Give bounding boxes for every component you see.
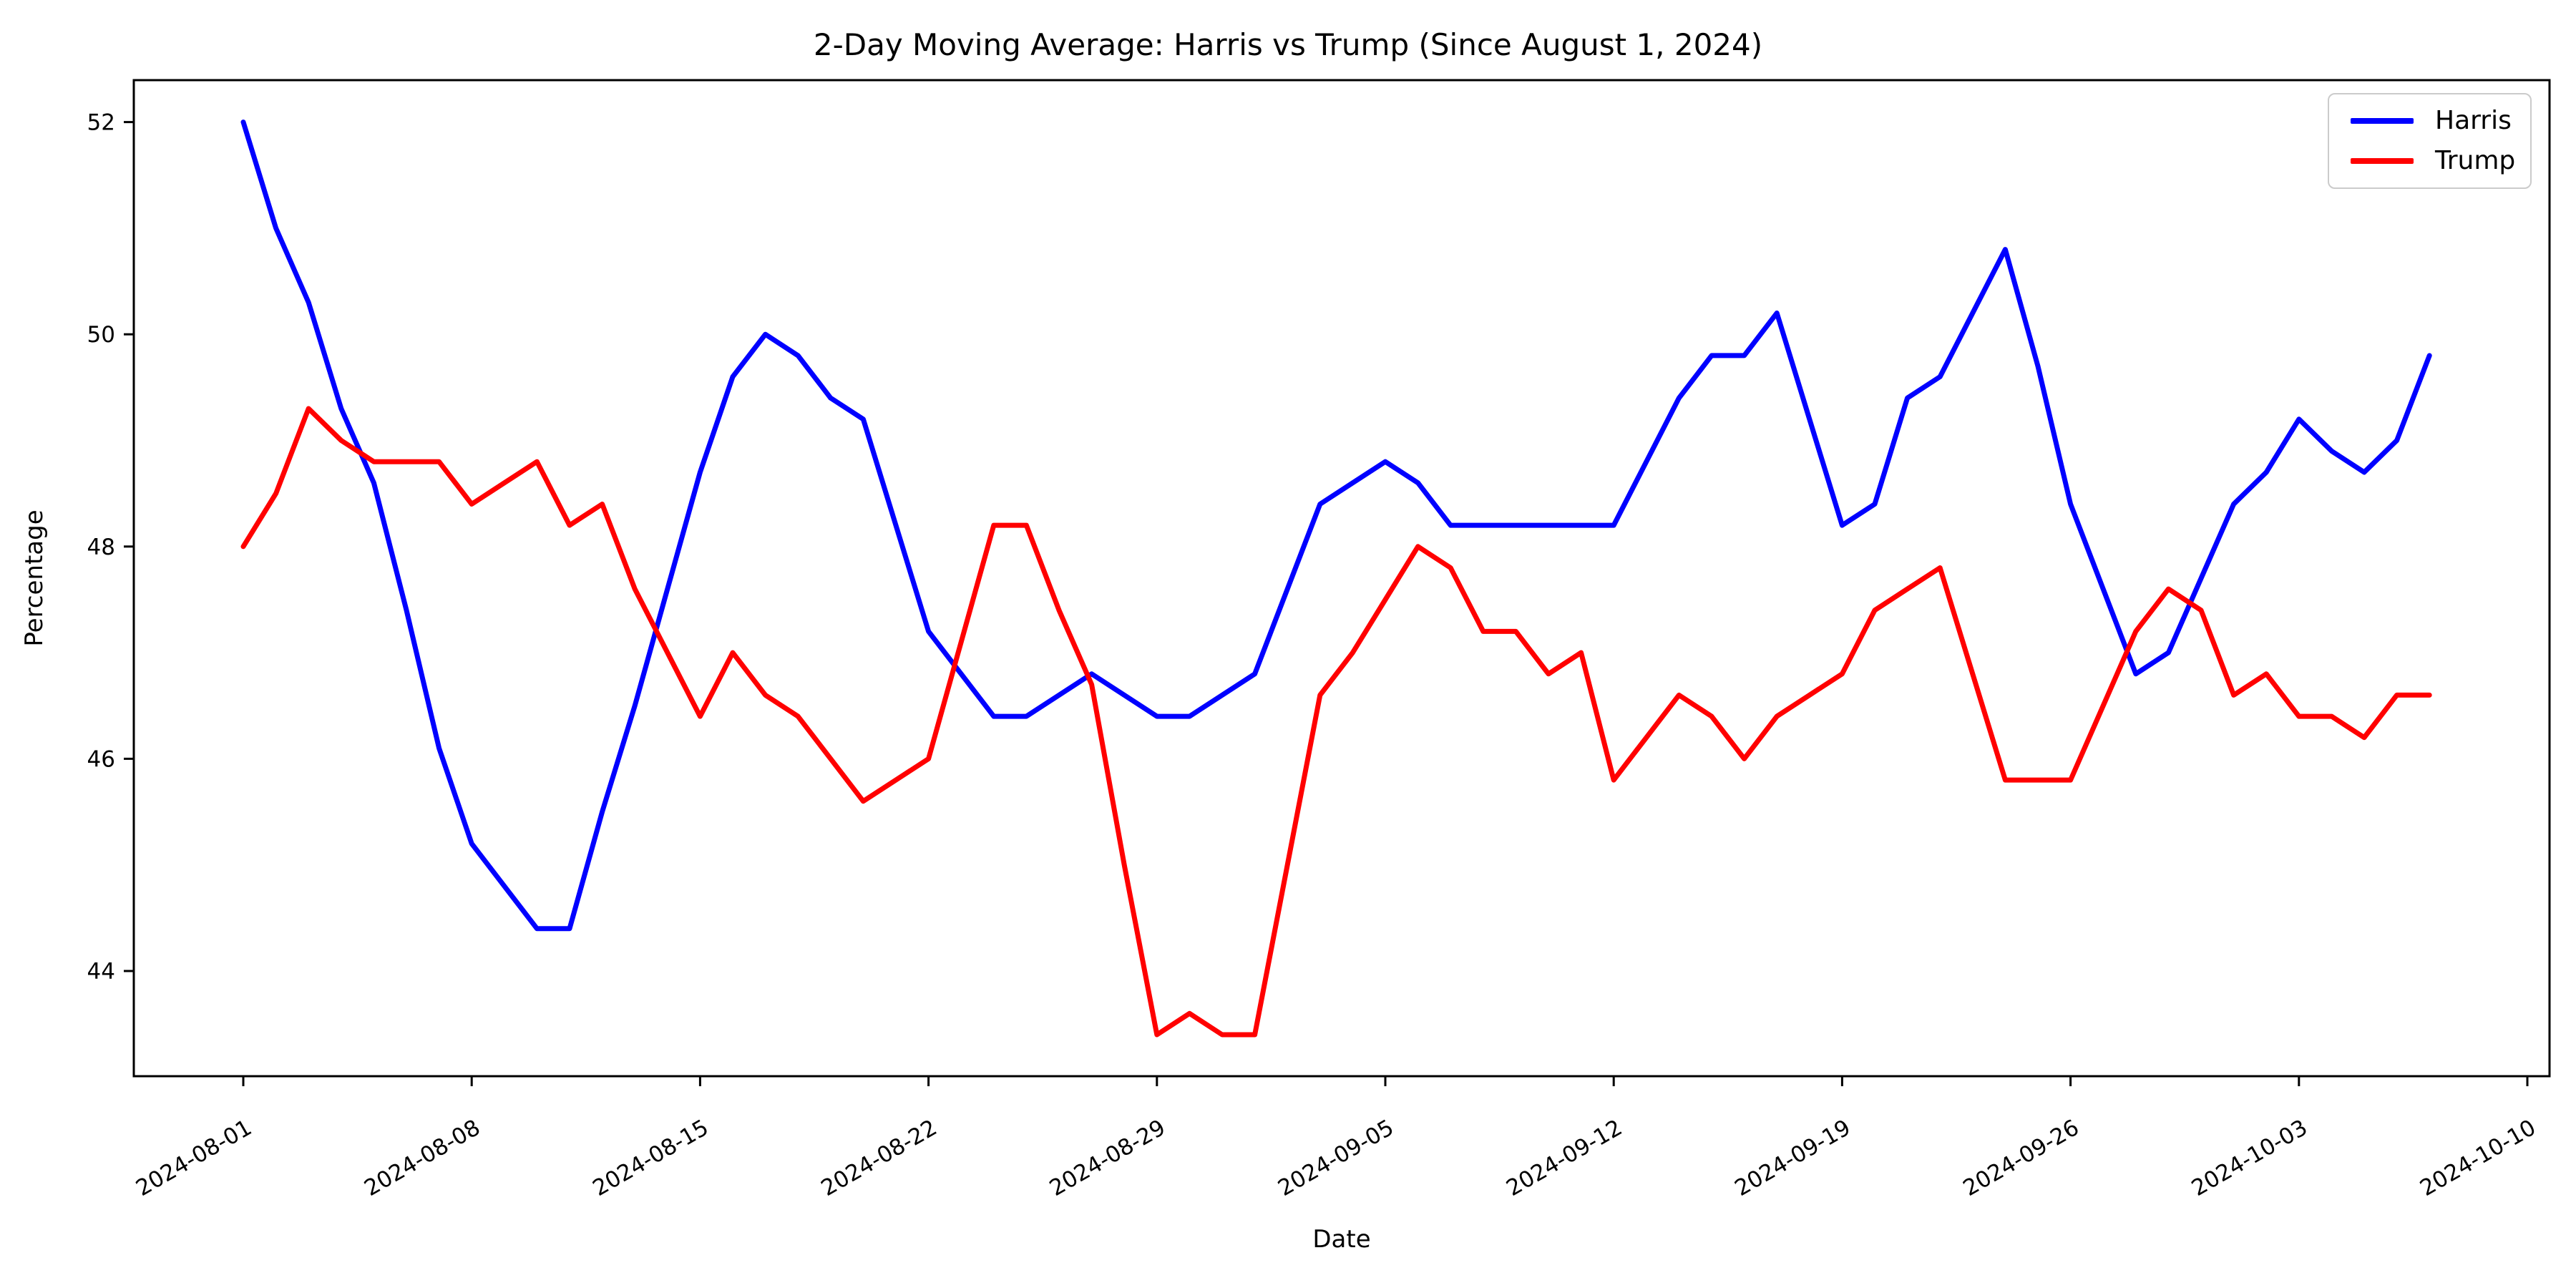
trump-line-swatch: [2351, 157, 2414, 164]
x-tick-label: 2024-08-29: [1045, 1115, 1170, 1201]
plot-area: [132, 79, 2551, 1078]
legend-label-trump: Trump: [2435, 145, 2516, 175]
x-tick-label: 2024-09-05: [1274, 1115, 1398, 1201]
x-axis-label: Date: [1312, 1225, 1371, 1254]
y-tick-label: 48: [87, 535, 115, 560]
y-tick-label: 50: [87, 322, 115, 348]
x-tick-label: 2024-09-19: [1730, 1115, 1855, 1201]
y-axis-label: Percentage: [20, 509, 49, 647]
x-tick-label: 2024-08-15: [588, 1115, 713, 1201]
legend-item-harris: Harris: [2351, 108, 2530, 134]
x-tick-label: 2024-10-03: [2187, 1115, 2312, 1201]
x-tick-label: 2024-08-08: [360, 1115, 484, 1201]
x-tick-label: 2024-10-10: [2416, 1115, 2540, 1201]
y-tick-label: 46: [87, 746, 115, 772]
trump-line: [240, 406, 2432, 1038]
x-tick-label: 2024-09-12: [1502, 1115, 1626, 1201]
legend: Harris Trump: [2328, 93, 2532, 189]
harris-line-swatch: [2351, 118, 2414, 125]
x-tick-label: 2024-09-26: [1959, 1115, 2084, 1201]
x-tick-label: 2024-08-01: [132, 1115, 256, 1201]
legend-item-trump: Trump: [2351, 145, 2530, 175]
y-tick-label: 44: [87, 959, 115, 985]
x-tick-label: 2024-08-22: [817, 1115, 942, 1201]
harris-line: [240, 119, 2432, 932]
chart-title: 2-Day Moving Average: Harris vs Trump (S…: [813, 27, 1763, 62]
legend-label-harris: Harris: [2435, 106, 2512, 136]
y-tick-label: 52: [87, 110, 115, 136]
